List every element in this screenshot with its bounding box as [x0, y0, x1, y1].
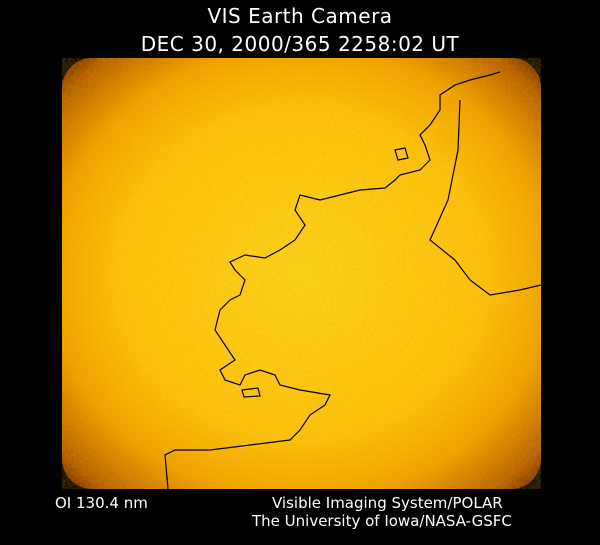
coastline-west — [164, 71, 501, 489]
earth-camera-image — [62, 58, 541, 489]
credit-line-1: Visible Imaging System/POLAR — [272, 494, 503, 512]
credit-line-2: The University of Iowa/NASA-GSFC — [252, 512, 512, 530]
wavelength-label: OI 130.4 nm — [55, 494, 148, 512]
image-timestamp: DEC 30, 2000/365 2258:02 UT — [140, 32, 460, 56]
island — [241, 387, 261, 398]
noise-texture — [62, 58, 541, 489]
coastline-overlay — [164, 71, 541, 489]
island — [394, 147, 409, 161]
coastline-east — [429, 99, 541, 296]
image-title: VIS Earth Camera — [207, 4, 393, 28]
